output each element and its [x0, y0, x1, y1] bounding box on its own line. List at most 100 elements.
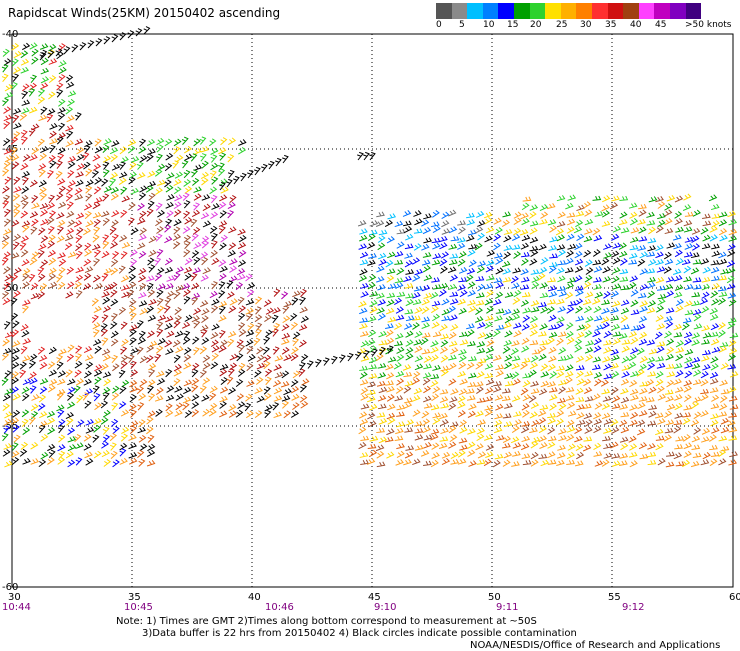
wind-barb [620, 307, 630, 315]
wind-barb [610, 386, 619, 395]
wind-barb [19, 448, 28, 457]
wind-barb [56, 89, 64, 98]
wind-barb [637, 245, 647, 251]
wind-barb [457, 220, 466, 226]
wind-barb [127, 30, 135, 39]
wind-barb [301, 378, 310, 386]
wind-barb [575, 305, 584, 314]
wind-barb [219, 401, 227, 409]
wind-barb [39, 43, 49, 50]
wind-barb [412, 322, 420, 330]
wind-barb [40, 82, 49, 90]
wind-barb [385, 363, 394, 371]
wind-barb [38, 394, 47, 403]
wind-barb [58, 66, 67, 75]
wind-barb [10, 417, 20, 425]
wind-barb [538, 353, 547, 361]
wind-barb [55, 170, 63, 180]
wind-barb [110, 418, 119, 427]
wind-barb [138, 234, 147, 241]
wind-barb [675, 305, 684, 313]
wind-barb [630, 411, 639, 420]
wind-barb [38, 114, 47, 122]
wind-barb [422, 227, 432, 235]
wind-barb [565, 371, 574, 378]
wind-barb [191, 169, 198, 178]
wind-barb [173, 138, 182, 147]
wind-barb [601, 299, 611, 306]
wind-barb [727, 243, 736, 251]
wind-barb [475, 210, 485, 218]
wind-barb [174, 171, 184, 179]
wind-barb [166, 330, 175, 338]
wind-barb [628, 435, 637, 443]
wind-barb [128, 451, 138, 459]
wind-barb [282, 315, 291, 324]
wind-barb [101, 290, 110, 298]
wind-barb [612, 395, 621, 403]
wind-barb [111, 139, 120, 147]
wind-barb [511, 313, 521, 321]
wind-barb [367, 395, 376, 403]
wind-barb [146, 138, 156, 147]
wind-barb [512, 267, 522, 274]
wind-barb [458, 267, 468, 274]
wind-barb [576, 404, 585, 411]
wind-barb [403, 225, 413, 234]
wind-barb [164, 179, 172, 188]
wind-barb [539, 204, 549, 212]
wind-barb [467, 249, 476, 257]
wind-barb [21, 220, 31, 228]
wind-barb [359, 307, 368, 315]
wind-barb [66, 130, 74, 139]
wind-barb [127, 145, 136, 154]
wind-barb [246, 282, 256, 290]
wind-barb [556, 365, 566, 372]
wind-barb [511, 371, 520, 380]
wind-barb [701, 339, 710, 345]
wind-barb [618, 242, 627, 250]
wind-barb [583, 436, 593, 442]
wind-barb [300, 288, 308, 298]
wind-barb [226, 280, 234, 289]
wind-barb [701, 243, 711, 250]
wind-barb [191, 368, 199, 378]
wind-barb [39, 202, 49, 210]
wind-barb [359, 228, 368, 235]
wind-barb [593, 425, 602, 434]
scale-swatch [529, 3, 546, 19]
wind-barb [423, 460, 432, 466]
wind-barb [173, 354, 181, 363]
wind-barb [359, 379, 369, 386]
wind-barb [440, 251, 450, 259]
wind-barb [200, 153, 207, 162]
wind-barb [74, 187, 83, 196]
wind-barb [728, 435, 738, 441]
wind-barb [486, 289, 494, 298]
wind-barb [102, 305, 112, 313]
wind-barb [538, 331, 547, 337]
wind-barb [56, 274, 64, 283]
wind-barb [181, 159, 189, 169]
wind-barb [75, 345, 83, 354]
wind-barb [94, 146, 103, 154]
wind-barb [376, 412, 386, 418]
wind-barb [645, 396, 655, 403]
wind-barb [38, 169, 46, 178]
wind-barb [414, 355, 424, 362]
wind-barb [4, 155, 13, 163]
scale-label: 30 [580, 20, 592, 30]
wind-barb [39, 186, 47, 195]
wind-barb [395, 386, 404, 394]
wind-barb [529, 427, 538, 434]
wind-barb [421, 316, 431, 323]
wind-barb [173, 320, 181, 329]
wind-barb [664, 258, 674, 266]
wind-barb [405, 445, 415, 451]
wind-barb [11, 371, 20, 380]
wind-barb [331, 355, 338, 365]
wind-barb [368, 253, 377, 259]
wind-barb [155, 202, 163, 211]
wind-barb [710, 403, 720, 410]
wind-barb [254, 369, 262, 378]
